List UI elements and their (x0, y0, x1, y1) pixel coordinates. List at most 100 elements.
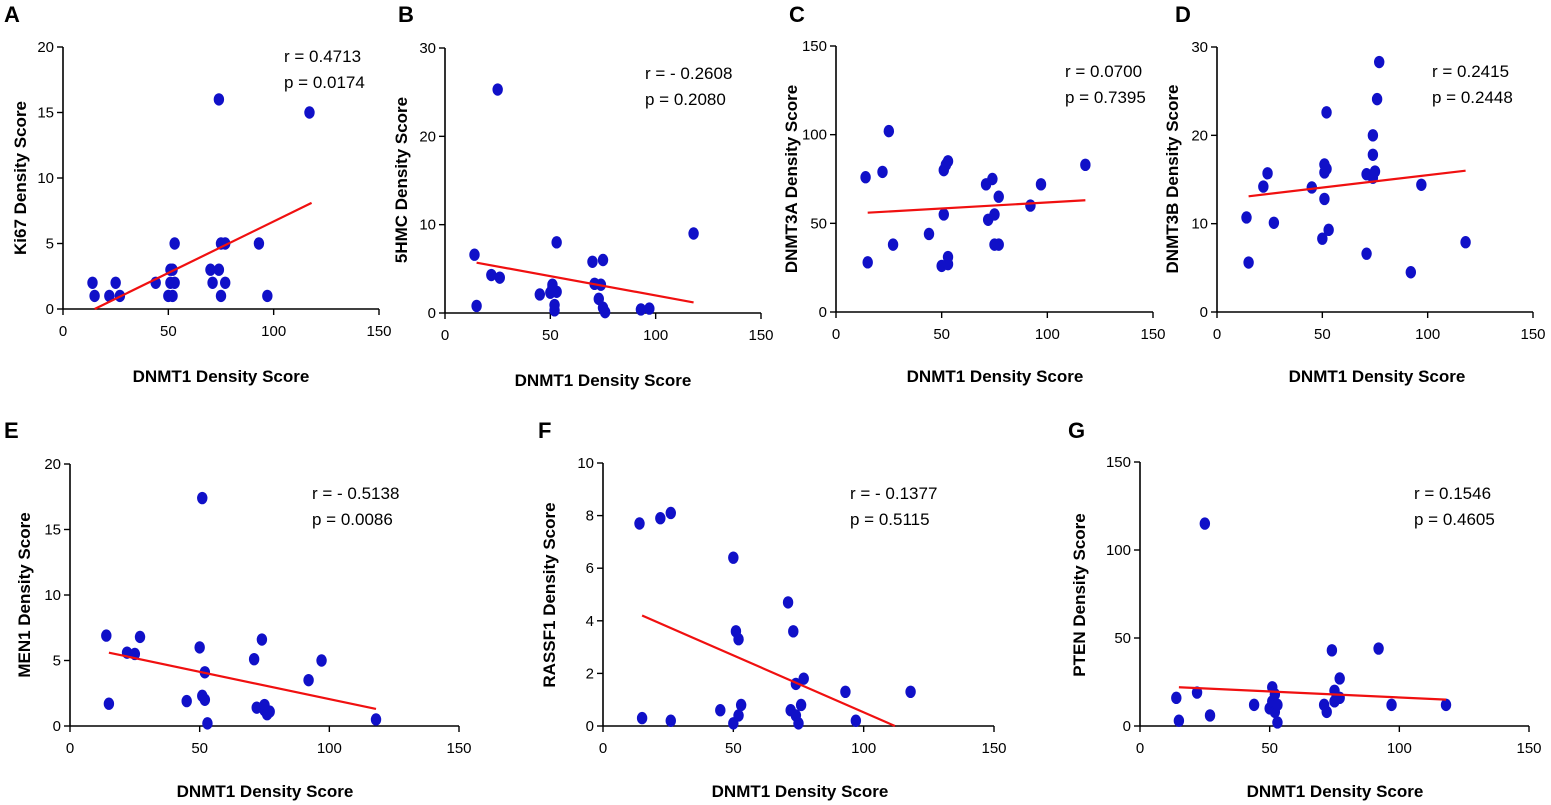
correlation-p: p = 0.0086 (312, 510, 393, 529)
y-tick-label: 150 (802, 38, 827, 55)
data-point (793, 717, 804, 730)
data-point (89, 289, 100, 303)
x-tick-label: 50 (542, 327, 559, 344)
data-point (1361, 247, 1372, 260)
y-tick-label: 30 (1191, 39, 1208, 56)
data-point (735, 698, 747, 712)
data-point (202, 717, 213, 730)
panel-e: E 0 50 100 150 0 5 10 15 20 DNMT1 Density Score MEN… (4, 418, 472, 801)
data-point (197, 491, 208, 505)
data-point (492, 83, 503, 96)
x-tick-label: 150 (1520, 326, 1545, 343)
x-tick-label: 0 (66, 740, 74, 757)
data-point (1268, 216, 1280, 229)
panel-c: C 0 50 100 150 0 50 100 150 DNMT1 Density Score DN… (782, 2, 1166, 386)
data-point (1371, 92, 1383, 106)
y-axis-title: 5HMC Density Score (392, 97, 411, 263)
x-tick-label: 150 (1516, 740, 1541, 757)
panel-a: A 0 50 100 150 0 5 10 15 20 DNMT1 Density Score Ki6… (4, 2, 392, 386)
data-point (262, 289, 273, 303)
y-tick-label: 5 (53, 653, 61, 670)
data-point (1367, 148, 1379, 161)
regression-line (1248, 169, 1466, 198)
correlation-r: r = 0.0700 (1065, 62, 1142, 81)
data-point (993, 238, 1004, 251)
y-tick-label: 10 (577, 455, 594, 472)
data-point (1272, 716, 1283, 729)
correlation-r: r = - 0.5138 (312, 484, 399, 503)
panel-letter: A (4, 2, 20, 27)
data-point (205, 263, 216, 276)
data-point (303, 673, 314, 687)
data-point (104, 289, 115, 303)
data-point (169, 237, 180, 250)
y-axis-title: PTEN Density Score (1070, 513, 1089, 676)
data-point (688, 227, 699, 240)
data-point (370, 713, 382, 726)
data-point (733, 709, 744, 722)
data-point (635, 303, 647, 316)
data-point (469, 248, 480, 261)
data-point (644, 302, 655, 315)
x-tick-label: 0 (832, 326, 840, 343)
y-axis-title: DNMT3B Density Score (1163, 85, 1182, 274)
data-point (1416, 178, 1427, 191)
x-tick-label: 50 (933, 326, 950, 343)
data-point (989, 208, 1000, 221)
data-point (213, 93, 225, 106)
data-point (248, 652, 260, 666)
regression-line (867, 199, 1086, 214)
data-point (1374, 55, 1385, 69)
y-tick-label: 0 (428, 305, 436, 322)
data-point (1323, 223, 1334, 237)
y-tick-label: 150 (1106, 454, 1131, 471)
data-point (887, 238, 899, 251)
data-point (264, 705, 275, 718)
x-tick-label: 150 (1140, 326, 1165, 343)
x-axis-title: DNMT1 Density Score (1247, 782, 1424, 801)
data-point (551, 285, 562, 298)
y-axis-title: DNMT3A Density Score (782, 85, 801, 273)
y-tick-label: 20 (419, 128, 436, 145)
data-point (1369, 165, 1381, 178)
x-tick-label: 50 (191, 740, 208, 757)
y-tick-label: 10 (37, 170, 54, 187)
correlation-p: p = 0.2448 (1432, 88, 1513, 107)
y-tick-label: 8 (586, 508, 594, 525)
data-point (636, 711, 648, 725)
data-point (256, 633, 268, 646)
data-point (942, 257, 954, 271)
correlation-p: p = 0.5115 (850, 510, 930, 529)
data-point (169, 276, 180, 289)
data-point (101, 629, 112, 642)
data-point (993, 190, 1004, 203)
data-point (599, 305, 611, 319)
panel-letter: G (1068, 418, 1085, 443)
data-point (494, 271, 505, 284)
correlation-p: p = 0.4605 (1414, 510, 1495, 529)
x-tick-label: 50 (725, 740, 742, 757)
data-point (715, 704, 726, 717)
panel-letter: C (789, 2, 805, 27)
y-tick-label: 100 (1106, 542, 1131, 559)
data-point (1241, 211, 1252, 224)
x-axis-title: DNMT1 Density Score (177, 782, 354, 801)
data-point (840, 685, 851, 699)
data-point (862, 256, 873, 269)
data-point (551, 236, 562, 249)
data-point (199, 693, 211, 706)
panel-g: G 0 50 100 150 0 50 100 150 DNMT1 Density Score PT… (1068, 418, 1542, 801)
data-point (1367, 129, 1379, 142)
data-point (1321, 106, 1332, 119)
data-point (1204, 709, 1216, 722)
correlation-p: p = 0.2080 (645, 90, 726, 109)
data-point (1243, 256, 1254, 269)
x-axis-title: DNMT1 Density Score (712, 782, 889, 801)
data-point (597, 253, 609, 267)
x-tick-label: 0 (1213, 326, 1221, 343)
y-axis-title: Ki67 Density Score (11, 101, 30, 255)
x-tick-label: 0 (441, 327, 449, 344)
correlation-r: r = 0.2415 (1432, 62, 1509, 81)
data-point (850, 714, 862, 727)
